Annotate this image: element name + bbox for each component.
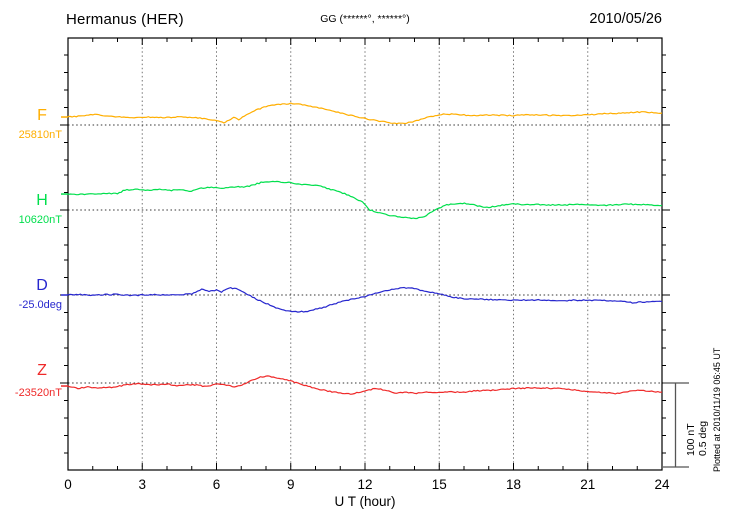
x-tick-label: 15: [431, 477, 447, 492]
component-baseline-f: 25810nT: [18, 129, 62, 141]
trace-z: [67, 375, 663, 395]
gg-coordinates-label: GG (******°, ******°): [320, 13, 410, 25]
x-tick-label: 9: [286, 477, 295, 492]
component-label-h: H: [36, 192, 48, 209]
component-label-z: Z: [37, 362, 47, 379]
scale-bar-label-deg: 0.5 deg: [697, 420, 709, 456]
x-tick-label: 18: [505, 477, 522, 492]
date-label: 2010/05/26: [589, 11, 662, 27]
plotted-at-label: Plotted at 2010/11/19 06:45 UT: [712, 347, 722, 472]
trace-d: [67, 286, 663, 313]
scale-bar-label-nt: 100 nT: [685, 423, 697, 456]
x-tick-label: 6: [212, 477, 221, 492]
trace-f: [67, 102, 663, 125]
x-tick-label: 3: [138, 477, 146, 492]
component-label-f: F: [37, 107, 47, 124]
component-baseline-d: -25.0deg: [18, 299, 62, 311]
x-tick-label: 21: [580, 477, 596, 492]
component-label-d: D: [36, 277, 48, 294]
component-baseline-h: 10620nT: [18, 214, 62, 226]
trace-h: [67, 180, 663, 220]
x-tick-label: 0: [64, 477, 72, 492]
x-tick-label: 24: [654, 477, 670, 492]
component-baseline-z: -23520nT: [14, 387, 62, 399]
x-axis-label: U T (hour): [334, 494, 396, 509]
x-tick-label: 12: [357, 477, 373, 492]
station-title: Hermanus (HER): [66, 11, 184, 28]
